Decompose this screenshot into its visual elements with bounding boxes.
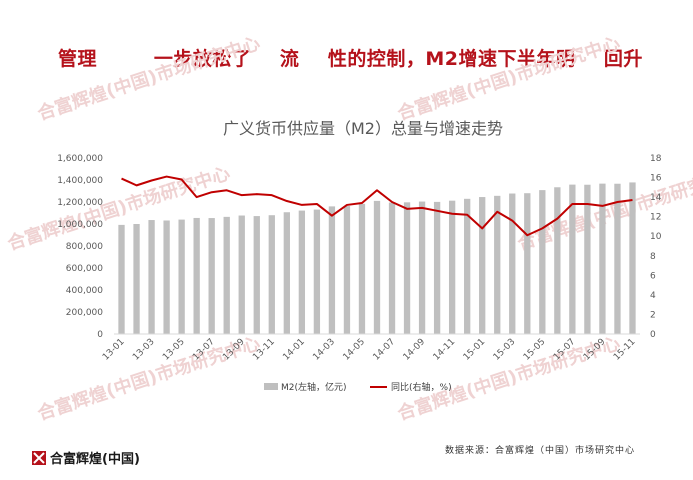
left-axis-tick-label: 0 xyxy=(97,330,103,340)
legend-bar-label: M2(左轴，亿元) xyxy=(281,381,347,393)
bar xyxy=(599,183,606,334)
bar xyxy=(133,224,140,334)
x-axis-tick-label: 14-09 xyxy=(402,337,428,363)
bar xyxy=(163,220,170,334)
bar xyxy=(554,187,561,334)
bar xyxy=(433,201,441,334)
right-axis-tick-label: 8 xyxy=(650,252,656,262)
logo-text: 合富辉煌(中国) xyxy=(50,452,140,467)
bar xyxy=(418,201,426,334)
x-axis-tick-label: 14-03 xyxy=(311,337,337,363)
bar xyxy=(223,216,230,334)
bar xyxy=(479,197,486,334)
watermark-text: 合富辉煌(中国)市场研究中心 xyxy=(35,32,263,125)
bar xyxy=(268,215,275,334)
right-axis-tick-label: 14 xyxy=(650,193,662,203)
bar xyxy=(539,190,546,334)
x-axis-tick-label: 13-03 xyxy=(131,337,157,363)
right-axis-tick-label: 12 xyxy=(650,213,661,223)
right-y-axis: 0 2 4 6 8 10 12 14 16 18 xyxy=(650,154,662,340)
x-axis-tick-label: 14-05 xyxy=(342,337,368,363)
bar xyxy=(509,193,516,334)
bar xyxy=(328,206,336,334)
left-axis-tick-label: 600,000 xyxy=(66,264,103,274)
left-axis-tick-label: 200,000 xyxy=(66,308,103,318)
x-axis-tick-label: 14-07 xyxy=(372,337,398,363)
growth-line xyxy=(121,175,633,237)
left-axis-tick-label: 1,600,000 xyxy=(57,154,103,164)
bar xyxy=(193,217,200,334)
bar xyxy=(253,216,260,334)
bar xyxy=(343,206,351,334)
x-axis-tick-label: 14-01 xyxy=(281,337,307,363)
left-axis-tick-label: 1,200,000 xyxy=(57,198,103,208)
right-axis-tick-label: 16 xyxy=(650,174,662,184)
bar xyxy=(629,182,636,334)
right-axis-tick-label: 0 xyxy=(650,330,656,340)
bar xyxy=(178,219,185,334)
bar xyxy=(238,215,245,334)
left-y-axis: 0 200,000 400,000 600,000 800,000 1,000,000 1,… xyxy=(57,154,103,340)
bar xyxy=(448,200,456,334)
legend-bar-swatch xyxy=(264,383,278,390)
logo-icon xyxy=(32,450,46,465)
bar xyxy=(373,200,381,334)
left-axis-tick-label: 1,400,000 xyxy=(57,176,103,186)
line-series xyxy=(121,175,633,237)
right-axis-tick-label: 4 xyxy=(650,291,656,301)
right-axis-tick-label: 2 xyxy=(650,310,656,320)
bar xyxy=(358,203,366,334)
bar xyxy=(524,193,531,334)
bar xyxy=(208,218,215,334)
bar xyxy=(388,202,396,334)
legend-line-label: 同比(右轴，%) xyxy=(391,381,452,393)
x-axis-tick-label: 13-01 xyxy=(101,337,127,363)
bar xyxy=(118,224,125,334)
data-source: 数据来源：合富辉煌（中国）市场研究中心 xyxy=(444,446,635,456)
chart-title: 广义货币供应量（M2）总量与增速走势 xyxy=(223,119,503,138)
bar xyxy=(569,184,576,334)
watermark-text: 合富辉煌(中国)市场研究中心 xyxy=(395,32,623,125)
x-axis-tick-label: 15-03 xyxy=(492,337,518,363)
bar xyxy=(283,212,290,334)
slide-title: 管理 一步放松了 流 性的控制，M2增速下半年明 回升 xyxy=(58,48,643,70)
left-axis-tick-label: 400,000 xyxy=(66,286,103,296)
bar xyxy=(614,183,621,334)
x-axis-tick-label: 14-11 xyxy=(432,337,458,363)
bar xyxy=(464,198,471,334)
bar-series xyxy=(118,182,636,334)
bar xyxy=(584,184,591,334)
bar xyxy=(298,210,306,334)
bar xyxy=(494,195,501,334)
legend: M2(左轴，亿元) 同比(右轴，%) xyxy=(264,381,452,393)
right-axis-tick-label: 10 xyxy=(650,232,662,242)
right-axis-tick-label: 6 xyxy=(650,271,656,281)
left-axis-tick-label: 1,000,000 xyxy=(57,220,103,230)
left-axis-tick-label: 800,000 xyxy=(66,242,103,252)
company-logo: 合富辉煌(中国) xyxy=(32,448,140,467)
x-axis-tick-label: 15-01 xyxy=(462,337,488,363)
bar xyxy=(148,220,155,334)
bar xyxy=(313,209,321,334)
right-axis-tick-label: 18 xyxy=(650,154,662,164)
bar xyxy=(403,202,411,334)
